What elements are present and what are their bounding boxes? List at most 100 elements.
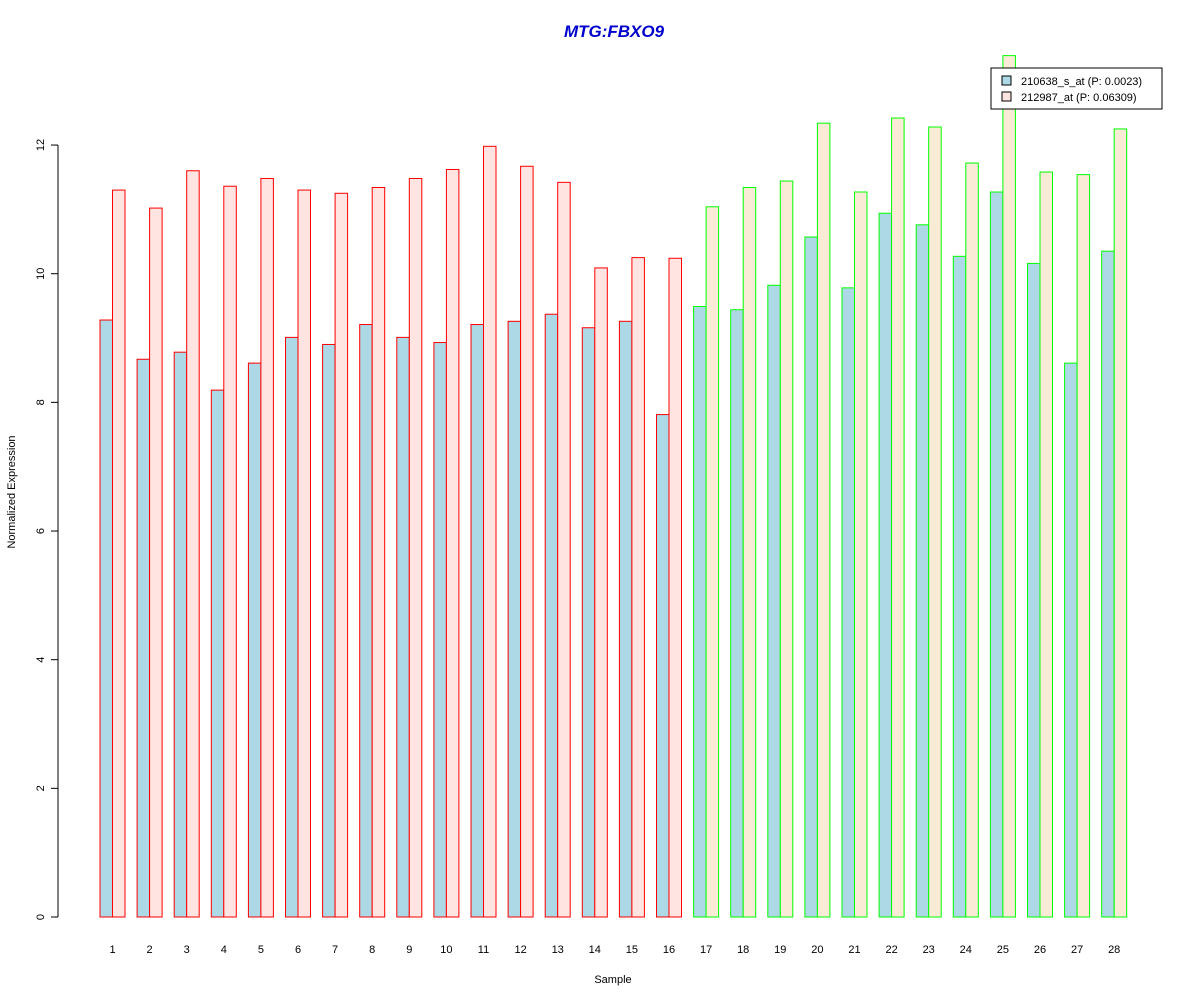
bar-210638-sample-7 [322,343,336,918]
bar-212987-sample-6 [297,189,311,918]
legend-label-212987: 212987_at (P: 0.06309) [1021,92,1137,104]
bar-212987-sample-17 [705,206,720,918]
bar-210638-sample-18 [730,309,744,918]
x-tick-label: 14 [589,944,601,956]
x-tick-label: 2 [147,944,153,956]
x-tick-label: 3 [184,944,190,956]
bar-210638-sample-23 [915,224,930,918]
bar-212987-sample-5 [260,177,274,918]
bar-210638-sample-2 [136,358,151,918]
x-tick-label: 15 [626,944,638,956]
bar-212987-sample-18 [742,186,757,918]
bar-212987-sample-19 [779,180,794,918]
y-axis: 0 2 4 6 8 10 12 [35,139,59,920]
bar-212987-sample-8 [371,186,386,918]
x-tick-label: 22 [885,944,897,956]
x-tick-label: 8 [369,944,375,956]
x-axis-labels: 1 2 3 4 5 6 7 8 9 10 11 12 13 14 15 16 17 18 19 20 21 22 23 24 2… [109,944,1120,956]
x-tick-label: 10 [440,944,452,956]
x-tick-label: 27 [1071,944,1083,956]
bar-212987-sample-25 [1002,55,1016,918]
bar-212987-sample-16 [668,257,682,918]
bar-210638-sample-9 [396,336,410,918]
bar-212987-sample-28 [1113,128,1128,918]
bar-212987-sample-21 [854,191,868,918]
bar-210638-sample-11 [470,324,484,918]
y-tick-label: 6 [35,528,47,534]
x-tick-label: 1 [109,944,115,956]
x-tick-label: 20 [811,944,823,956]
x-tick-label: 21 [848,944,860,956]
legend-swatch-210638 [1001,75,1012,86]
bar-210638-sample-13 [544,313,559,918]
bar-210638-sample-27 [1064,362,1078,918]
x-tick-label: 17 [700,944,712,956]
x-tick-label: 18 [737,944,749,956]
bar-212987-sample-7 [334,192,349,918]
bar-210638-sample-28 [1101,250,1115,918]
x-tick-label: 11 [478,944,489,956]
x-tick-label: 13 [552,944,564,956]
bar-210638-sample-6 [285,336,299,918]
y-axis-title: Normalized Expression [6,435,18,548]
bar-212987-sample-26 [1039,171,1053,918]
bar-210638-sample-20 [804,236,818,918]
bar-210638-sample-24 [952,255,967,918]
x-tick-label: 25 [997,944,1009,956]
bar-210638-sample-15 [618,320,633,918]
bar-210638-sample-22 [878,212,893,918]
y-tick-label: 4 [35,657,47,663]
bar-212987-sample-3 [186,170,200,918]
legend-box [990,67,1163,110]
legend-label-210638: 210638_s_at (P: 0.0023) [1021,76,1142,88]
bar-212987-sample-24 [965,162,979,918]
bar-210638-sample-1 [99,319,113,918]
y-tick-label: 8 [35,399,47,405]
legend-swatch-212987 [1001,91,1012,102]
y-tick-label: 12 [35,139,47,151]
bar-210638-sample-4 [210,389,225,918]
y-tick-label: 10 [35,268,47,280]
bar-210638-sample-5 [247,362,262,918]
bar-210638-sample-10 [433,342,447,918]
bar-212987-sample-15 [631,257,645,918]
bars [99,55,1128,918]
bar-212987-sample-13 [557,181,571,918]
bar-210638-sample-17 [693,306,707,918]
bar-212987-sample-22 [891,117,905,918]
x-tick-label: 9 [406,944,412,956]
bar-210638-sample-14 [581,327,596,918]
x-tick-label: 26 [1034,944,1046,956]
x-tick-label: 24 [960,944,972,956]
bar-210638-sample-3 [173,351,188,918]
bar-212987-sample-10 [445,168,460,918]
bar-212987-sample-9 [408,177,423,918]
bar-212987-sample-20 [816,122,831,918]
legend: 210638_s_at (P: 0.0023) 212987_at (P: 0.… [990,67,1163,110]
bar-210638-sample-8 [359,324,373,918]
x-axis-title: Sample [594,974,631,986]
bar-210638-sample-26 [1027,262,1041,918]
x-tick-label: 4 [221,944,227,956]
x-tick-label: 12 [514,944,526,956]
bar-210638-sample-25 [989,191,1004,918]
bar-212987-sample-4 [223,185,237,918]
bar-212987-sample-23 [928,126,942,918]
bar-212987-sample-12 [520,165,534,918]
x-tick-label: 19 [774,944,786,956]
x-tick-label: 16 [663,944,675,956]
bar-210638-sample-21 [841,287,855,918]
bar-212987-sample-14 [594,267,608,918]
y-tick-label: 0 [35,914,47,920]
x-tick-label: 23 [923,944,935,956]
x-tick-label: 7 [332,944,338,956]
bar-212987-sample-2 [149,207,163,918]
bar-210638-sample-12 [507,320,522,918]
bar-210638-sample-16 [656,414,670,918]
chart-title: MTG:FBXO9 [564,22,665,41]
bar-212987-sample-11 [483,145,497,918]
x-tick-label: 6 [295,944,301,956]
bar-212987-sample-27 [1076,174,1091,918]
y-tick-label: 2 [35,785,47,791]
